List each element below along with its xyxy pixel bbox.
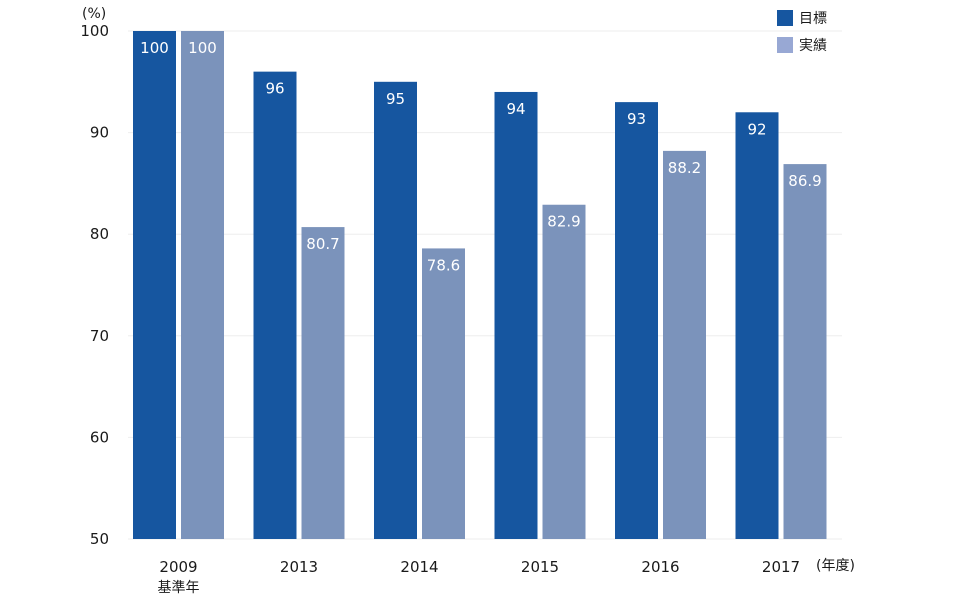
bar-actual-2017 [783, 164, 827, 539]
y-axis: 50 60 70 80 90 100 [80, 22, 109, 548]
bar-target-2017 [735, 112, 779, 539]
data-label-target-2013: 96 [265, 80, 284, 98]
bar-target-2014 [374, 81, 417, 540]
bar-target-2013 [253, 71, 297, 539]
y-tick-label-70: 70 [90, 327, 109, 345]
y-tick-label-80: 80 [90, 225, 109, 243]
legend-label-target: 目標 [799, 11, 827, 27]
y-tick-label-90: 90 [90, 124, 109, 142]
y-tick-label-60: 60 [90, 428, 109, 446]
data-label-actual-2015: 82.9 [547, 213, 580, 231]
x-axis-unit-label: (年度) [816, 558, 855, 574]
legend-label-actual: 実績 [799, 38, 827, 54]
data-label-target-2009: 100 [140, 39, 169, 57]
y-tick-label-50: 50 [90, 530, 109, 548]
y-axis-unit-label: (%) [82, 6, 106, 22]
x-tick-label-2017: 2017 [762, 558, 800, 576]
bar-target-2016 [615, 102, 658, 540]
x-tick-sublabel-2009: 基準年 [158, 579, 200, 596]
x-tick-label-2015: 2015 [521, 558, 559, 576]
bar-actual-2013 [301, 227, 345, 539]
data-label-target-2015: 94 [506, 100, 525, 118]
bar-actual-2014 [422, 248, 465, 539]
legend-swatch-target [777, 10, 793, 26]
x-tick-label-2009: 2009 [159, 558, 197, 576]
data-label-actual-2014: 78.6 [427, 256, 460, 274]
data-label-target-2014: 95 [386, 90, 405, 108]
bar-series-layer [133, 31, 827, 540]
x-tick-label-2014: 2014 [400, 558, 438, 576]
x-axis: 2009 基準年 2013 2014 2015 2016 2017 [158, 558, 801, 596]
data-label-actual-2017: 86.9 [788, 172, 821, 190]
x-tick-label-2016: 2016 [641, 558, 679, 576]
legend: 目標 実績 [777, 10, 827, 54]
grid-layer [128, 30, 842, 540]
y-tick-label-100: 100 [80, 22, 109, 40]
data-label-actual-2013: 80.7 [306, 235, 339, 253]
data-label-actual-2009: 100 [188, 39, 217, 57]
bar-target-2015 [494, 91, 538, 540]
x-tick-label-2013: 2013 [280, 558, 318, 576]
legend-swatch-actual [777, 37, 793, 53]
bar-target-2009 [133, 31, 176, 539]
bar-actual-2009 [181, 31, 224, 539]
data-label-target-2017: 92 [747, 120, 766, 138]
data-label-layer: 100 96 95 94 93 92 100 80.7 78.6 82.9 88.2 86.9 [140, 39, 822, 274]
bar-actual-2015 [542, 204, 586, 539]
bar-actual-2016 [663, 150, 706, 539]
data-label-actual-2016: 88.2 [668, 159, 701, 177]
data-label-target-2016: 93 [627, 110, 646, 128]
